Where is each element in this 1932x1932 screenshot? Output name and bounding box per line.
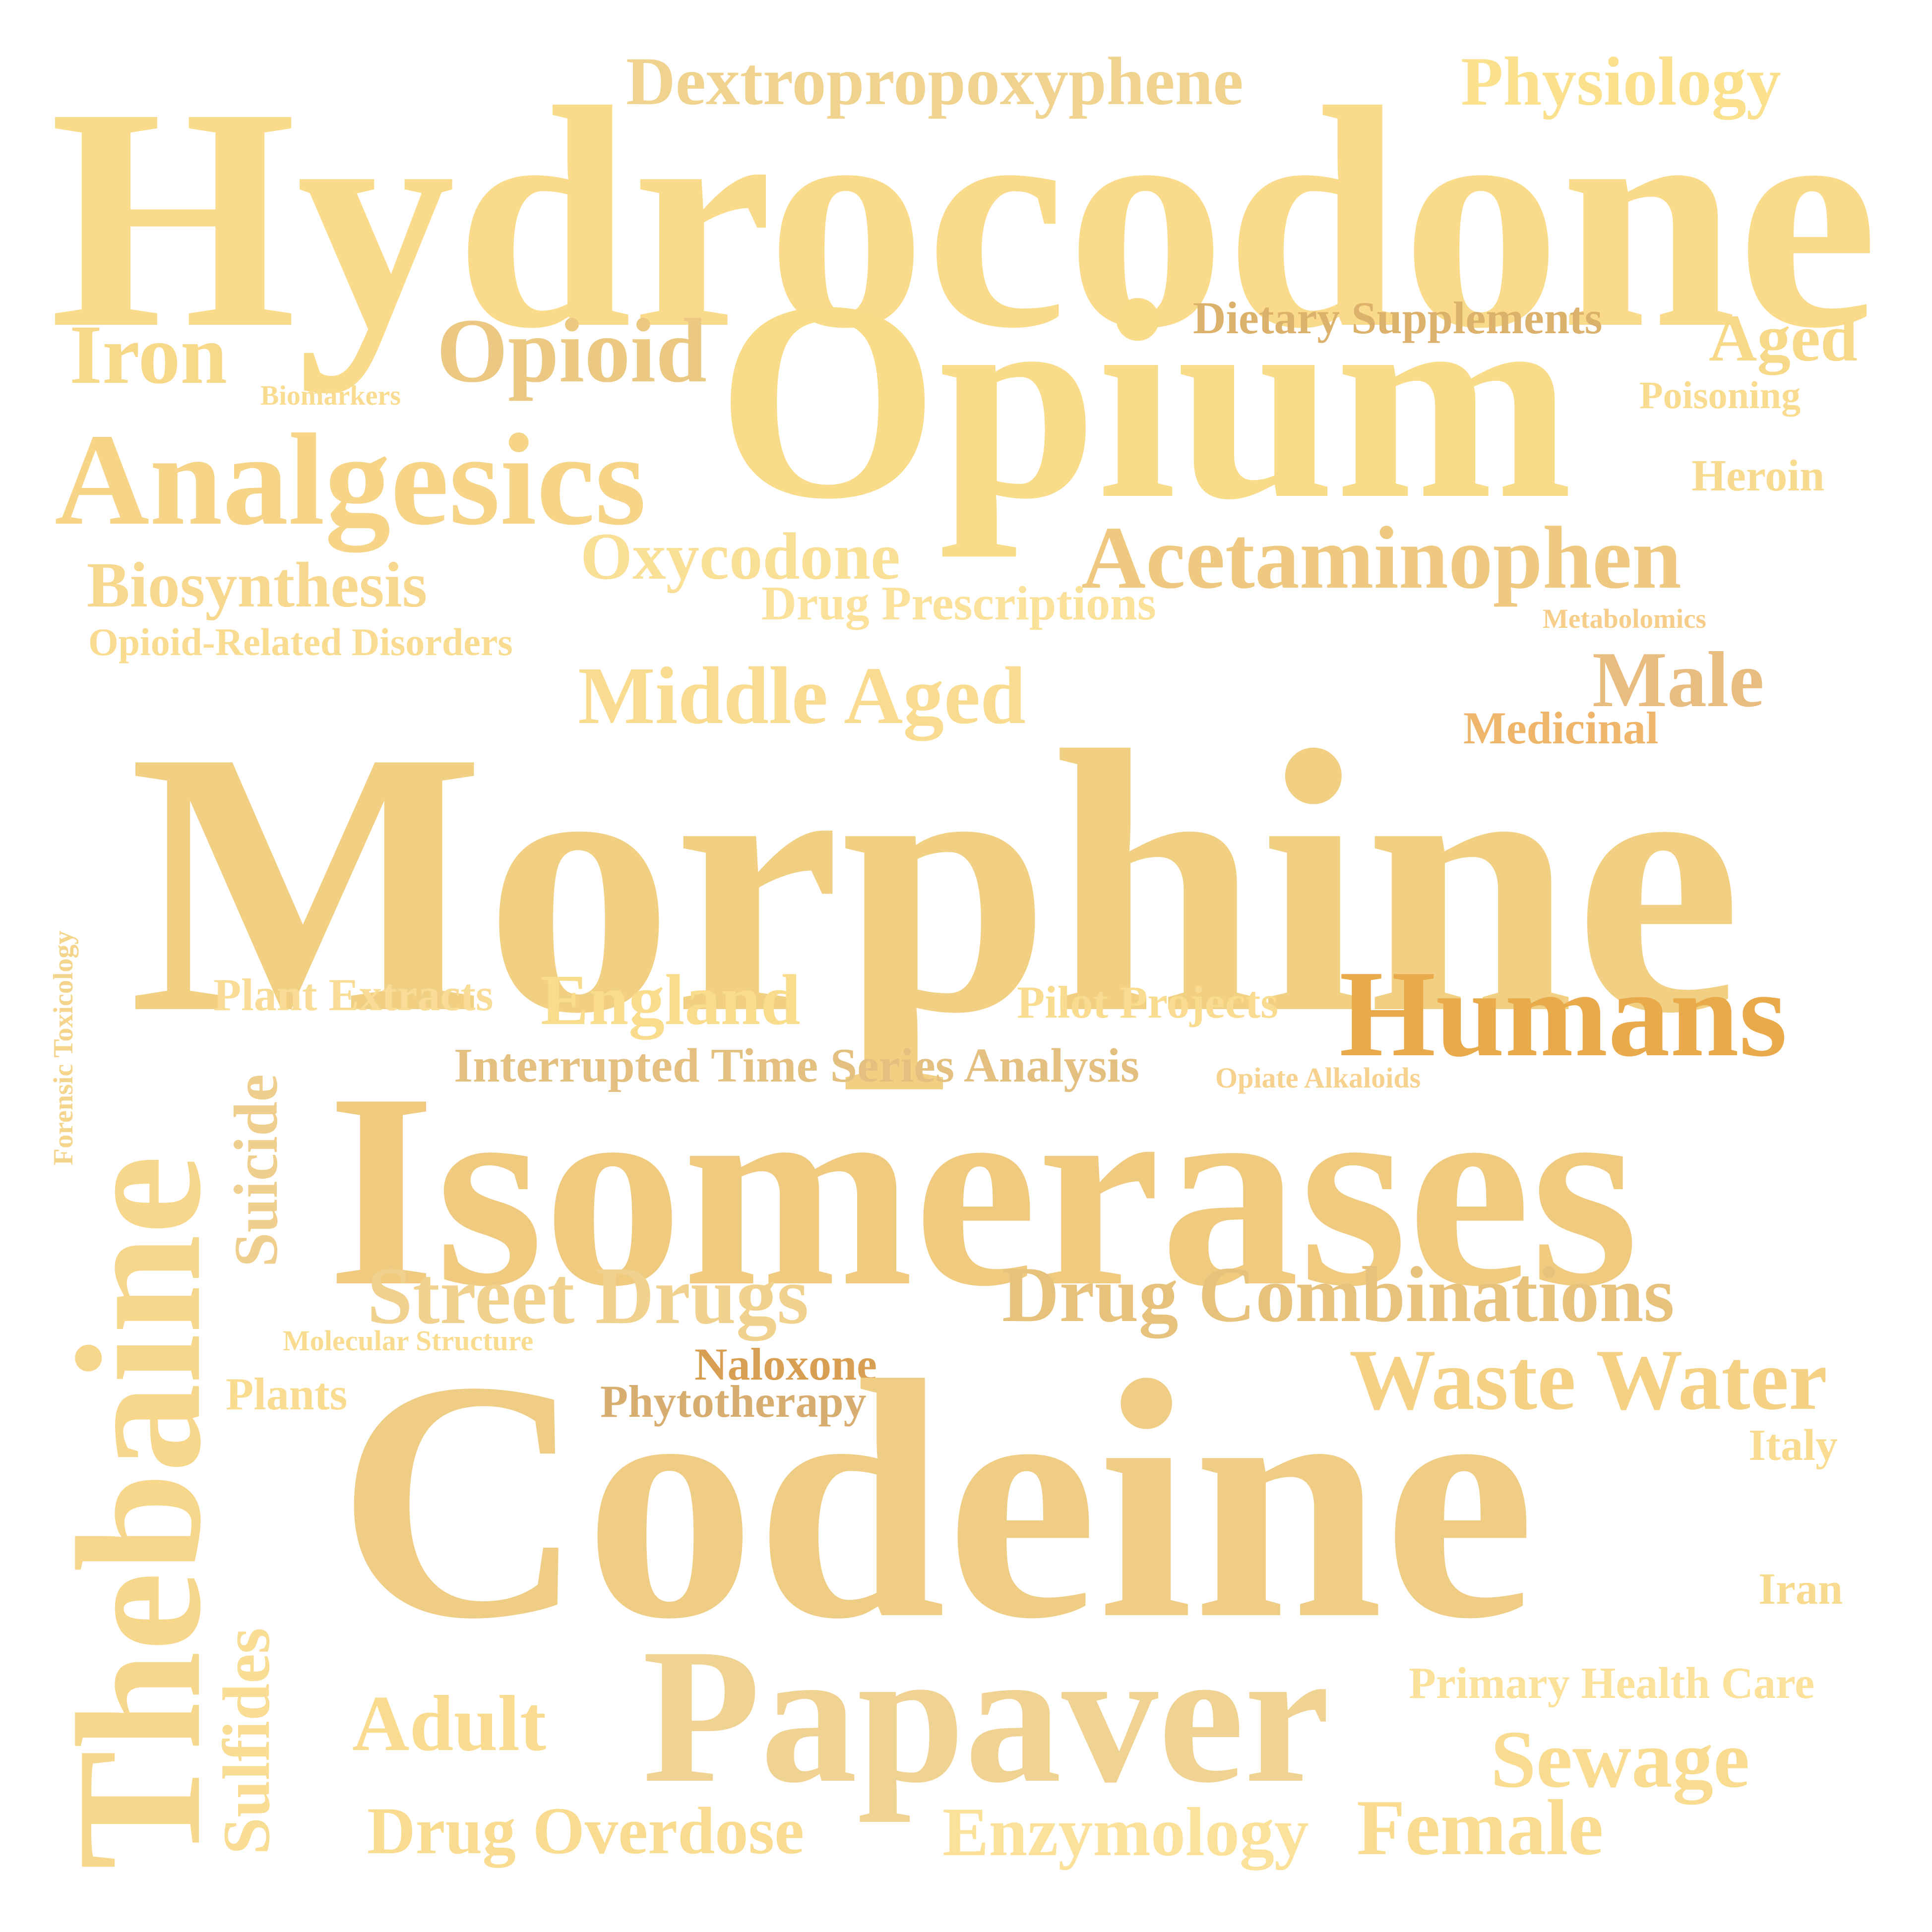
word-medicinal: Medicinal (1463, 703, 1659, 753)
word-biomarkers: Biomarkers (260, 380, 401, 411)
word-codeine: Codeine (337, 1311, 1535, 1690)
word-analgesics: Analgesics (55, 407, 646, 552)
word-drug-combinations: Drug Combinations (1002, 1250, 1675, 1338)
word-isomerases: Isomerases (327, 1036, 1639, 1344)
word-acetaminophen: Acetaminophen (1081, 508, 1682, 607)
word-opiate-alkaloids: Opiate Alkaloids (1215, 1062, 1421, 1094)
word-biosynthesis: Biosynthesis (87, 549, 428, 621)
word-middle-aged: Middle Aged (578, 650, 1026, 741)
word-drug-overdose: Drug Overdose (367, 1794, 805, 1868)
word-opioid: Opioid (436, 300, 707, 402)
word-humans: Humans (1339, 945, 1788, 1083)
word-forensic-toxicology: Forensic Toxicology (48, 930, 79, 1165)
word-male: Male (1592, 635, 1764, 724)
word-poisoning: Poisoning (1639, 373, 1801, 417)
word-enzymology: Enzymology (942, 1794, 1309, 1871)
word-dextropropoxyphene: Dextropropoxyphene (626, 43, 1244, 119)
word-molecular-structure: Molecular Structure (283, 1325, 534, 1357)
word-metabolomics: Metabolomics (1543, 604, 1706, 634)
word-hydrocodone: Hydrocodone (50, 43, 1878, 394)
word-plants: Plants (226, 1369, 348, 1419)
word-physiology: Physiology (1461, 43, 1781, 120)
word-female: Female (1357, 1783, 1604, 1872)
word-papaver: Papaver (642, 1609, 1330, 1823)
word-opium: Opium (717, 242, 1573, 558)
word-iran: Iran (1758, 1565, 1843, 1614)
word-naloxone: Naloxone (694, 1339, 877, 1389)
word-heroin: Heroin (1691, 451, 1825, 500)
word-interrupted-time-series-analysis: Interrupted Time Series Analysis (454, 1039, 1140, 1092)
word-morphine: Morphine (129, 674, 1742, 1091)
word-adult: Adult (352, 1679, 547, 1767)
word-suicide: Suicide (222, 1074, 291, 1267)
word-england: England (541, 961, 801, 1040)
word-aged: Aged (1709, 302, 1858, 375)
word-pilot-projects: Pilot Projects (1017, 977, 1279, 1027)
word-street-drugs: Street Drugs (367, 1250, 809, 1341)
word-oxycodone: Oxycodone (580, 520, 901, 594)
word-sewage: Sewage (1491, 1714, 1750, 1805)
word-phytotherapy: Phytotherapy (600, 1376, 867, 1427)
word-waste-water: Waste Water (1349, 1331, 1827, 1428)
word-plant-extracts: Plant Extracts (213, 969, 494, 1020)
word-iron: Iron (69, 308, 228, 401)
word-opioid-related-disorders: Opioid-Related Disorders (88, 620, 513, 664)
word-drug-prescriptions: Drug Prescriptions (761, 577, 1156, 630)
word-italy: Italy (1748, 1421, 1838, 1470)
word-primary-health-care: Primary Health Care (1409, 1659, 1815, 1708)
word-dietary-supplements: Dietary Supplements (1193, 293, 1603, 343)
word-thebaine: Thebaine (40, 1155, 238, 1870)
word-sulfides: Sulfides (210, 1628, 284, 1855)
